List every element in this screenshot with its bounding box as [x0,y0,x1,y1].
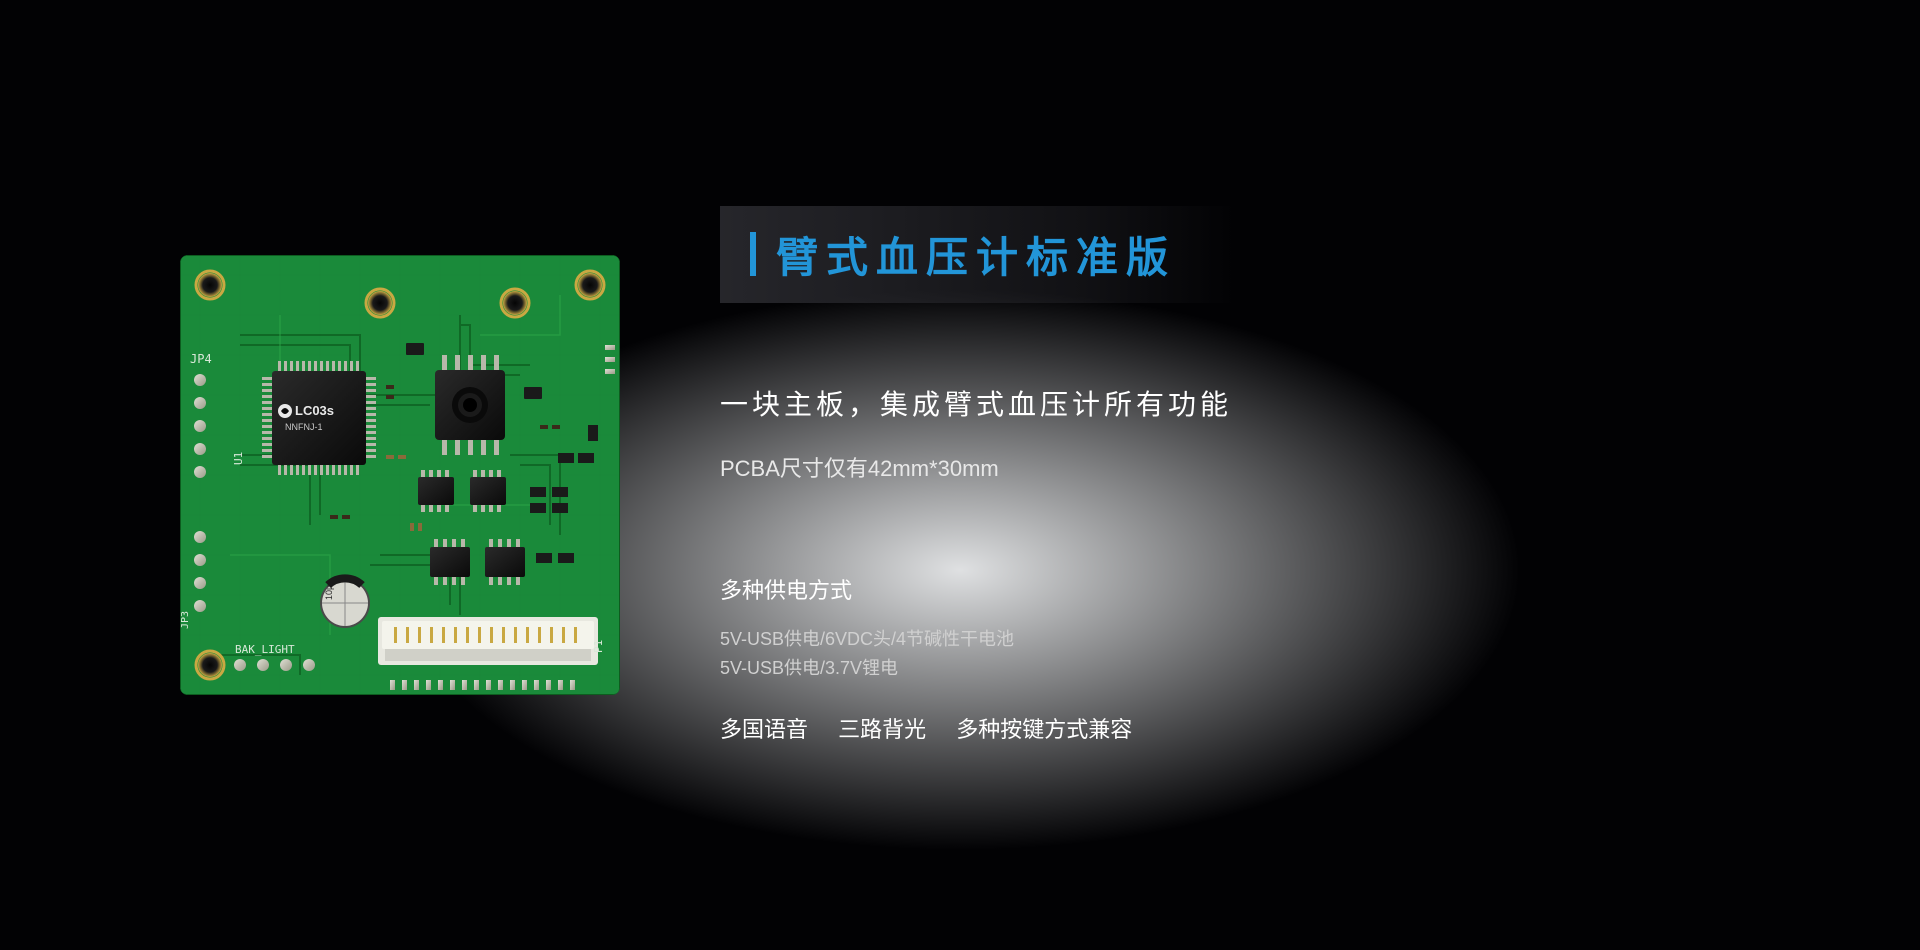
svg-text:LC03s: LC03s [295,403,334,418]
svg-text:10µ: 10µ [324,585,334,600]
power-spec-line1: 5V-USB供电/6VDC头/4节碱性干电池 [720,625,1740,654]
power-spec-group: 多种供电方式 5V-USB供电/6VDC头/4节碱性干电池 5V-USB供电/3… [720,573,1740,683]
power-spec-line2: 5V-USB供电/3.7V锂电 [720,654,1740,683]
pcb-svg: JP4 JP3 BAK_LIGHT [180,255,620,695]
svg-text:JP4: JP4 [190,352,212,366]
feature-3: 多种按键方式兼容 [956,717,1132,742]
headline-text: 一块主板，集成臂式血压计所有功能 [720,383,1740,423]
svg-text:U1: U1 [232,452,245,465]
feature-1: 多国语音 [720,717,808,742]
pcb-image: JP4 JP3 BAK_LIGHT [180,255,620,695]
feature-2: 三路背光 [838,717,926,742]
features-line: 多国语音 三路背光 多种按键方式兼容 [720,712,1740,744]
svg-text:NNFNJ-1: NNFNJ-1 [285,422,323,432]
power-spec-title: 多种供电方式 [720,573,1740,605]
svg-text:JP3: JP3 [180,611,191,629]
subheadline-text: PCBA尺寸仅有42mm*30mm [720,451,1740,483]
title-accent-bar [750,232,756,276]
svg-text:BAK_LIGHT: BAK_LIGHT [235,643,295,656]
content-area: 臂式血压计标准版 一块主板，集成臂式血压计所有功能 PCBA尺寸仅有42mm*3… [720,206,1740,745]
title-banner: 臂式血压计标准版 [720,206,1236,303]
page-title: 臂式血压计标准版 [776,234,1176,281]
svg-text:P1: P1 [592,640,605,653]
main-container: JP4 JP3 BAK_LIGHT [0,0,1920,950]
